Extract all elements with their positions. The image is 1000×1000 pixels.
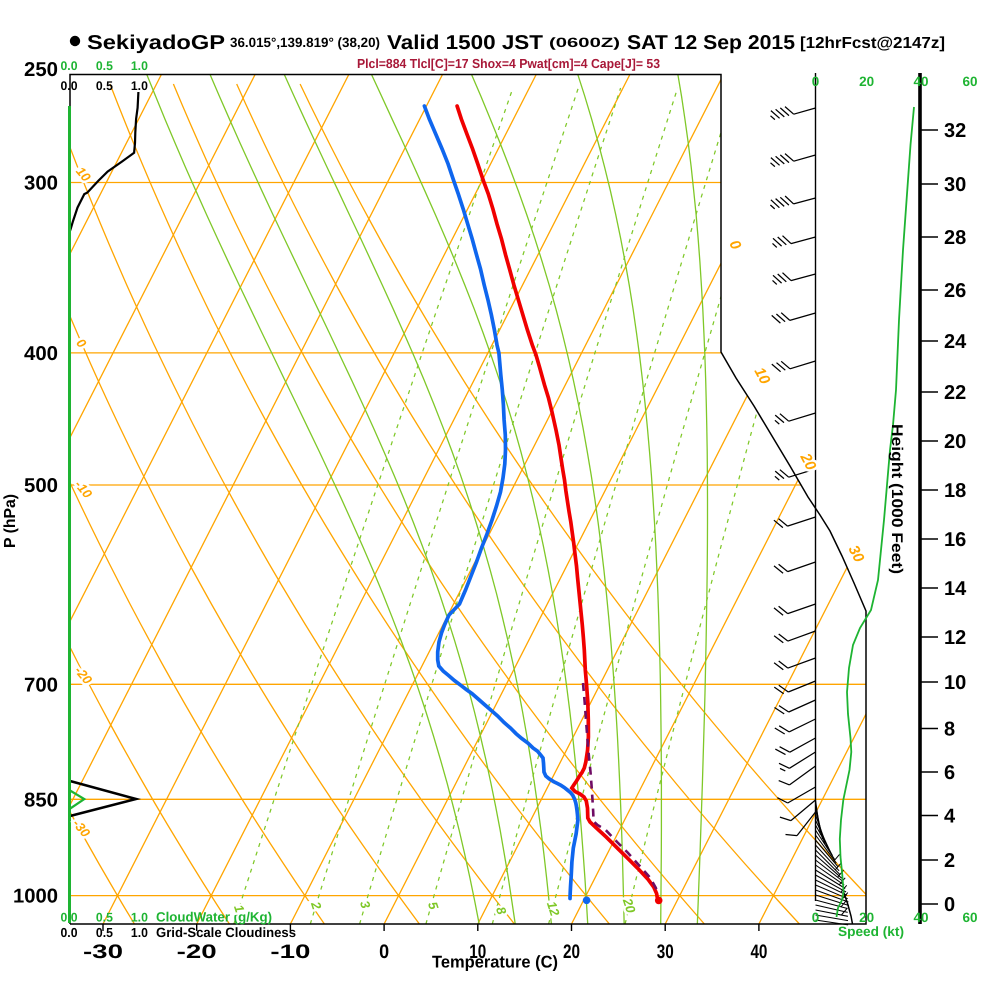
svg-text:Temperature (C): Temperature (C) — [432, 953, 558, 972]
svg-text:10: 10 — [944, 672, 966, 694]
svg-text:40: 40 — [750, 941, 767, 963]
svg-text:0: 0 — [812, 74, 820, 89]
svg-text:0.0: 0.0 — [61, 59, 78, 73]
svg-text:Plcl=884 Tlcl[C]=17 Shox=4 Pwa: Plcl=884 Tlcl[C]=17 Shox=4 Pwat[cm]=4 Ca… — [357, 56, 660, 71]
svg-text:12: 12 — [944, 627, 966, 649]
svg-text:20: 20 — [859, 910, 874, 925]
svg-text:2: 2 — [944, 850, 955, 872]
svg-text:(0600Z): (0600Z) — [549, 35, 620, 50]
svg-text:20: 20 — [563, 941, 580, 963]
svg-text:P (hPa): P (hPa) — [2, 494, 19, 548]
svg-text:Grid-Scale Cloudiness: Grid-Scale Cloudiness — [156, 925, 296, 940]
svg-text:20: 20 — [944, 431, 966, 453]
svg-text:-20: -20 — [177, 941, 217, 963]
svg-text:20: 20 — [859, 74, 874, 89]
svg-text:16: 16 — [944, 529, 966, 551]
svg-text:[12hrFcst@2147z]: [12hrFcst@2147z] — [800, 35, 945, 52]
svg-text:40: 40 — [913, 910, 928, 925]
svg-text:0.5: 0.5 — [96, 925, 113, 940]
svg-text:32: 32 — [944, 120, 966, 142]
svg-text:1.0: 1.0 — [131, 925, 148, 940]
svg-text:0.0: 0.0 — [61, 911, 78, 925]
svg-text:300: 300 — [24, 172, 58, 194]
svg-text:0.5: 0.5 — [96, 79, 113, 93]
svg-text:0: 0 — [812, 910, 820, 925]
svg-text:22: 22 — [944, 382, 966, 404]
svg-text:-30: -30 — [83, 941, 123, 963]
svg-text:0: 0 — [944, 894, 955, 916]
svg-text:250: 250 — [24, 59, 58, 81]
svg-text:60: 60 — [962, 910, 977, 925]
svg-text:0.5: 0.5 — [96, 59, 113, 73]
svg-text:10: 10 — [469, 941, 486, 963]
svg-text:SAT 12 Sep 2015: SAT 12 Sep 2015 — [627, 32, 795, 54]
svg-text:30: 30 — [657, 941, 674, 963]
svg-text:1000: 1000 — [13, 886, 58, 908]
svg-text:26: 26 — [944, 280, 966, 302]
svg-text:1.0: 1.0 — [131, 59, 148, 73]
svg-text:36.015°,139.819° (38,20): 36.015°,139.819° (38,20) — [230, 35, 380, 50]
svg-text:700: 700 — [24, 674, 58, 696]
svg-text:6: 6 — [944, 762, 955, 784]
svg-text:Speed (kt): Speed (kt) — [838, 924, 904, 939]
svg-text:60: 60 — [962, 74, 977, 89]
svg-text:-10: -10 — [270, 941, 310, 963]
svg-text:850: 850 — [24, 789, 58, 811]
svg-text:Valid 1500 JST: Valid 1500 JST — [387, 32, 543, 54]
svg-text:40: 40 — [913, 74, 928, 89]
svg-text:Height (1000 Feet): Height (1000 Feet) — [888, 424, 905, 574]
svg-text:18: 18 — [944, 480, 966, 502]
svg-text:4: 4 — [944, 806, 956, 828]
svg-text:1.0: 1.0 — [131, 79, 148, 93]
svg-text:24: 24 — [944, 331, 967, 353]
svg-text:400: 400 — [24, 343, 58, 365]
svg-text:30: 30 — [944, 174, 966, 196]
svg-text:SekiyadoGP: SekiyadoGP — [87, 32, 225, 54]
svg-text:0.0: 0.0 — [61, 925, 78, 940]
svg-text:0: 0 — [379, 941, 389, 963]
svg-text:1.0: 1.0 — [131, 911, 148, 925]
svg-text:0.0: 0.0 — [61, 79, 78, 93]
svg-text:0.5: 0.5 — [96, 911, 113, 925]
svg-text:28: 28 — [944, 227, 966, 249]
svg-text:CloudWater (g/Kg): CloudWater (g/Kg) — [156, 910, 272, 925]
svg-text:8: 8 — [944, 719, 955, 741]
svg-text:500: 500 — [24, 475, 58, 497]
svg-text:14: 14 — [944, 578, 967, 600]
